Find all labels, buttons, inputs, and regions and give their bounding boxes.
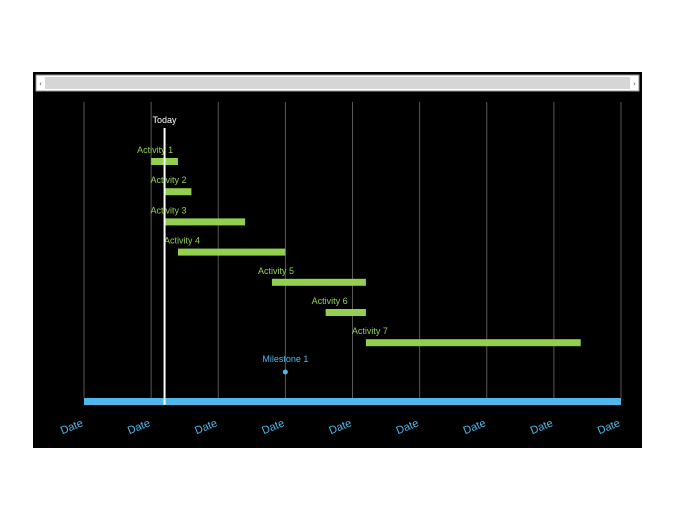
activity-label: Activity 2 (151, 175, 187, 185)
today-label: Today (153, 115, 178, 125)
today-marker: Today (153, 115, 178, 405)
right-arrow-icon[interactable]: › (633, 80, 636, 88)
milestones: Milestone 1 (262, 354, 308, 375)
activity-bar (325, 309, 366, 316)
activity-bar (271, 278, 366, 286)
activity-bar (365, 339, 581, 347)
milestone-label: Milestone 1 (262, 354, 308, 364)
activity-label: Activity 3 (151, 205, 187, 215)
activities: Activity 1 Activity 2 Activity 3 Activity 4… (137, 145, 581, 347)
left-arrow-icon[interactable]: ‹ (39, 80, 42, 88)
horizontal-scrollbar[interactable]: ‹ › (35, 74, 640, 92)
chart-background (33, 72, 642, 448)
activity-label: Activity 7 (352, 326, 388, 336)
scrollbar-thumb[interactable] (45, 77, 630, 89)
activity-bar (164, 188, 192, 196)
milestone-marker (282, 369, 288, 375)
activity-label: Activity 4 (164, 236, 200, 246)
activity-bar (177, 248, 286, 256)
activity-label: Activity 6 (312, 296, 348, 306)
activity-bar (164, 218, 246, 226)
timeline-bar (84, 398, 621, 405)
timeline-axis (84, 398, 621, 405)
activity-label: Activity 5 (258, 266, 294, 276)
activity-label: Activity 1 (137, 145, 173, 155)
